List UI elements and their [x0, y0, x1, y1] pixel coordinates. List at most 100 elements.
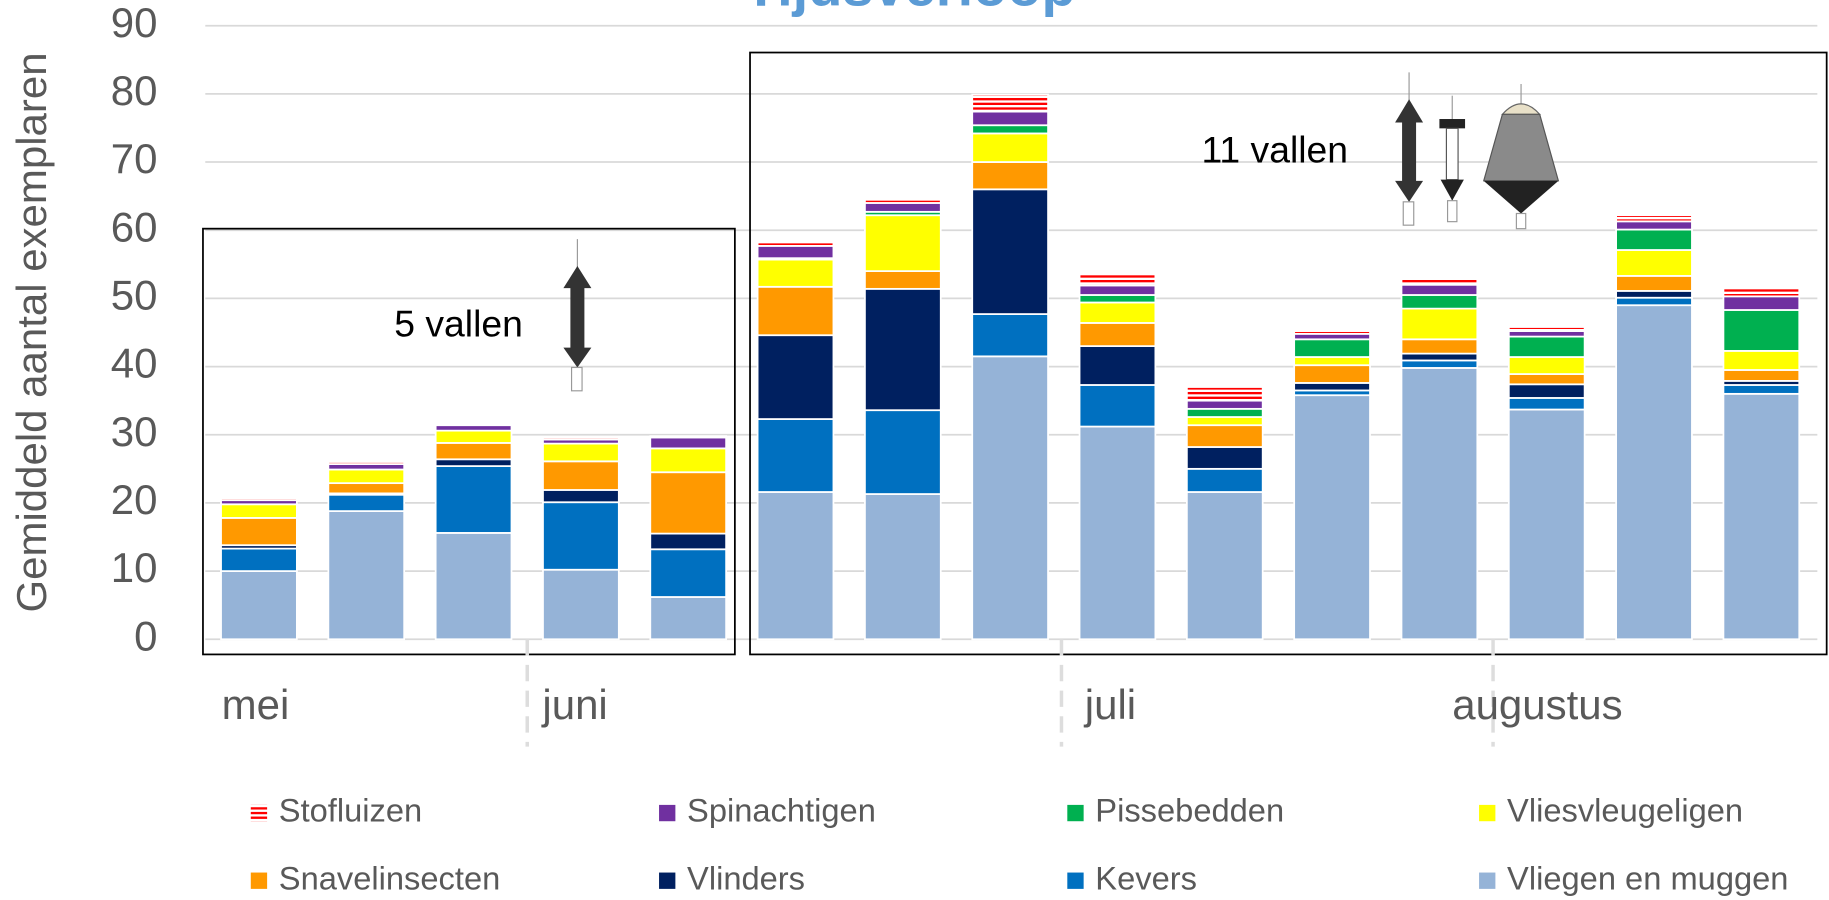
bar-segment [327, 493, 406, 512]
bar-segment [864, 214, 942, 272]
bar-segment [434, 422, 513, 427]
legend-swatch [659, 872, 676, 889]
bar-segment [1615, 275, 1693, 292]
month-label: augustus [1452, 681, 1622, 728]
trap-icon [1395, 72, 1560, 230]
legend-label: Stofluizen [279, 792, 422, 829]
legend-label: Vlinders [687, 859, 805, 896]
bar-segment [1293, 364, 1371, 384]
bar-segment [649, 596, 727, 641]
bars [220, 93, 1801, 641]
y-axis-label: Gemiddeld aantal exemplaren [8, 52, 55, 612]
bar-segment [864, 198, 942, 204]
bar-segment [1185, 407, 1264, 418]
bar-segment [649, 447, 727, 474]
bar-segment [1078, 384, 1157, 428]
bar-segment [649, 548, 727, 598]
bar-segment [1185, 386, 1264, 402]
bar-segment [1293, 382, 1371, 392]
bar-segment [220, 547, 298, 572]
bar-segment [1293, 330, 1371, 335]
bar-segment [649, 436, 727, 450]
legend-label: Snavelinsecten [279, 859, 500, 896]
bar-segment [1400, 294, 1479, 310]
group-box [202, 227, 736, 656]
legend-label: Kevers [1095, 859, 1197, 896]
bar-segment [1078, 322, 1157, 347]
bar-segment [542, 435, 620, 441]
legend-label: Spinachtigen [687, 792, 876, 829]
bar-segment [1615, 228, 1693, 251]
bar-segment [1400, 277, 1479, 286]
bar-segment [864, 270, 942, 290]
bar-segment [434, 532, 513, 641]
bar-segment [971, 313, 1049, 358]
legend-swatch [659, 804, 676, 822]
bar-segment [756, 258, 835, 288]
group-box [749, 51, 1828, 656]
bar-segment [1507, 356, 1586, 375]
bar-segment [1185, 491, 1264, 641]
bar-segment [542, 460, 620, 491]
bar-segment [756, 285, 835, 337]
legend-swatch [250, 804, 268, 822]
legend-swatch [1067, 804, 1084, 822]
bar-segment [1722, 350, 1801, 371]
bar-segment [1400, 283, 1479, 296]
bar-segment [1078, 294, 1157, 304]
bar-segment [649, 435, 727, 439]
bar-segment [1722, 369, 1801, 382]
bar-segment [1185, 446, 1264, 470]
bar-segment [649, 532, 727, 551]
bar-segment [327, 461, 406, 465]
bar-segment [1400, 352, 1479, 362]
bar-segment [1400, 338, 1479, 355]
legend-swatch [250, 872, 268, 889]
bar-segment [1293, 394, 1371, 641]
y-tick-label: 90 [111, 0, 158, 46]
bar-segment [1293, 338, 1371, 358]
bar-segment [220, 517, 298, 547]
bar-segment [1507, 397, 1586, 411]
bar-segment [434, 429, 513, 444]
bar-segment [971, 93, 1049, 113]
bar-segment [1615, 304, 1693, 641]
bar-segment [1722, 309, 1801, 352]
bar-segment [327, 510, 406, 641]
annotation: 5 vallen [394, 303, 523, 345]
y-tick-label: 0 [134, 612, 157, 659]
bar-segment [327, 468, 406, 485]
bar-segment [1507, 408, 1586, 641]
y-tick-label: 60 [111, 203, 158, 250]
bar-segment [542, 442, 620, 463]
trap-icon [563, 239, 592, 392]
bar-segment [1507, 326, 1586, 332]
legend-label: Vliesvleugeligen [1507, 792, 1743, 829]
bar-segment [1722, 384, 1801, 395]
bar-segment [220, 570, 298, 641]
bar-segment [971, 124, 1049, 135]
bar-segment [1615, 220, 1693, 231]
bar-segment [1722, 392, 1801, 641]
y-tick-label: 10 [111, 544, 158, 591]
bar-segment [1185, 424, 1264, 448]
legend-swatch [1479, 804, 1496, 822]
bar-segment [1400, 367, 1479, 641]
bar-segment [1507, 383, 1586, 399]
legend: Stofluizen Spinachtigen Pissebedden Vliesvl… [250, 792, 1788, 896]
bar-segment [1400, 307, 1479, 341]
y-tick-label: 40 [111, 340, 158, 387]
bar-segment [756, 491, 835, 641]
y-tick-label: 50 [111, 271, 158, 318]
bar-segment [1722, 295, 1801, 311]
y-tick-label: 70 [111, 135, 158, 182]
bar-segment [1078, 425, 1157, 641]
chart-title: Tijdsverloop [744, 0, 1076, 17]
bar-segment [1078, 345, 1157, 386]
bar-segment [864, 409, 942, 495]
bar-segment [434, 442, 513, 461]
bar-segment [1615, 290, 1693, 299]
bar-segment [1615, 296, 1693, 307]
month-label: juli [1083, 681, 1136, 728]
